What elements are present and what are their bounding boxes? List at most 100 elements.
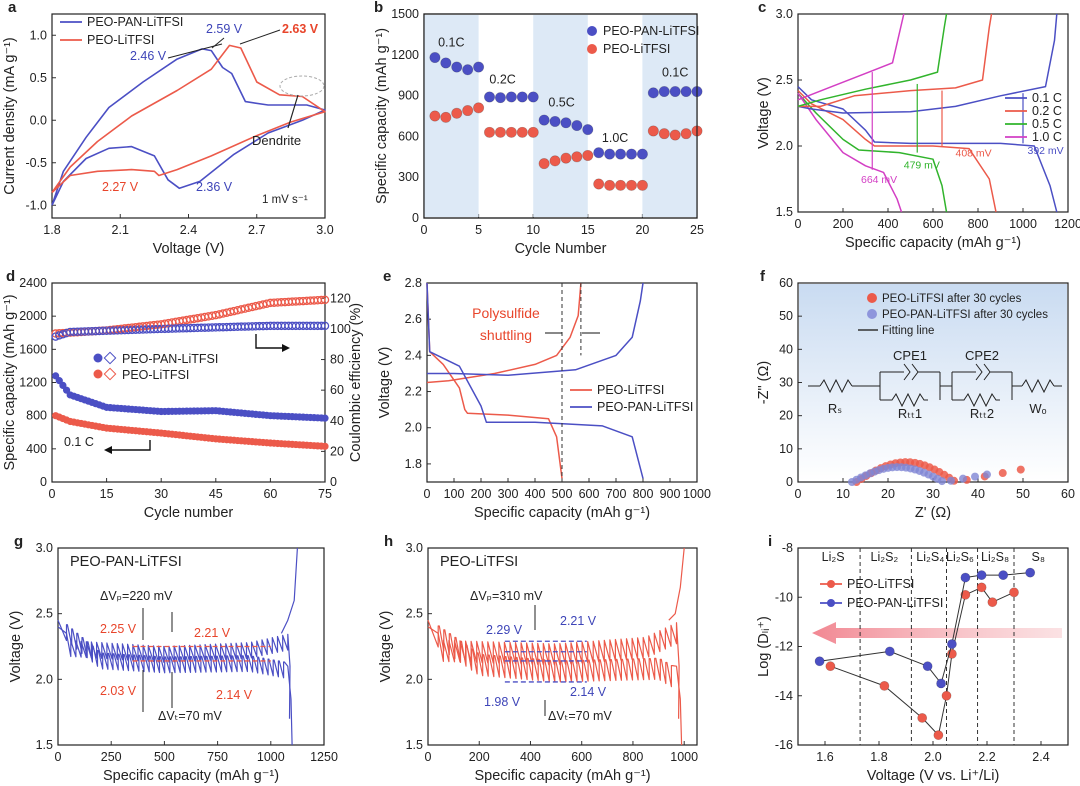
x-tick-label: 750 [207, 750, 228, 764]
arrow-head [282, 344, 290, 352]
annotation-arrow [239, 29, 281, 45]
y2-tick-label: 40 [330, 414, 344, 428]
panel-letter: i [768, 533, 772, 550]
data-point [462, 64, 474, 76]
x-axis-label: Specific capacity (mAh g⁻¹) [103, 768, 279, 784]
y-tick-label: 2.8 [405, 276, 422, 290]
x-tick-label: 100 [444, 487, 465, 501]
resistor-rct [880, 392, 928, 408]
x-tick-label: 400 [878, 217, 899, 231]
y-axis-label: Voltage (V) [377, 347, 393, 419]
x-tick-label: 15 [581, 223, 595, 237]
panel-letter: f [760, 268, 766, 285]
x-axis-label: Voltage (V vs. Li⁺/Li) [867, 768, 1000, 784]
panel-f: 0 10 20 30 40 50 60 0 10 20 30 40 50 60 Z' (Ω) -Z" (Ω) f… [756, 268, 1075, 521]
data-point [625, 148, 637, 160]
y-tick-label: -10 [775, 590, 793, 604]
panel-h: 0 200 400 600 800 1000 1.5 2.0 2.5 3.0 Specific ca… [378, 533, 698, 784]
data-point [549, 115, 561, 127]
y-tick-label: 600 [398, 129, 419, 143]
y-tick-label: 2.4 [405, 348, 422, 362]
legend-label: PEO-PAN-LiTFSI [122, 352, 218, 366]
legend-label: PEO-LiTFSI [597, 383, 664, 397]
y-tick-label: 900 [398, 89, 419, 103]
y-tick-label: 3.0 [776, 7, 793, 21]
y-tick-label: 300 [398, 170, 419, 184]
x-axis-label: Cycle Number [515, 241, 607, 257]
plot-frame [51, 13, 326, 219]
annotation: Polysulfide [472, 305, 540, 321]
y-axis-label: Voltage (V) [378, 611, 394, 683]
data-point [976, 582, 987, 593]
gitt-discharge [57, 619, 293, 746]
discharge-curve [797, 92, 903, 213]
panel-letter: b [374, 0, 383, 16]
annotation: 1 mV s⁻¹ [262, 194, 308, 206]
discharge-curve [426, 282, 644, 479]
legend-label: Fitting line [882, 325, 934, 337]
y-tick-label: -1.0 [25, 198, 47, 212]
y-tick-label: 60 [779, 276, 793, 290]
x-tick-label: 1000 [670, 750, 698, 764]
y-tick-label: 1200 [391, 48, 419, 62]
annotation: 2.29 V [486, 623, 523, 637]
legend-label: PEO-LiTFSI [603, 42, 670, 56]
y-tick-label: 2.5 [36, 607, 53, 621]
y-tick-label: 40 [779, 342, 793, 356]
x-tick-label: 600 [571, 750, 592, 764]
x-tick-label: 2.4 [180, 223, 197, 237]
y-tick-label: -8 [782, 541, 793, 555]
x-tick-label: 60 [263, 487, 277, 501]
data-point [680, 128, 692, 140]
data-point [947, 639, 957, 649]
x-tick-label: 2.0 [924, 750, 941, 764]
data-point [615, 148, 627, 160]
y-tick-label: 800 [26, 409, 47, 423]
x-tick-label: 60 [1061, 487, 1075, 501]
y2-tick-label: 120 [330, 291, 351, 305]
x-tick-label: 2.4 [1032, 750, 1049, 764]
panel-letter: d [6, 268, 15, 285]
panel-letter: e [383, 268, 391, 285]
y-axis-label: Current density (mA g⁻¹) [2, 37, 18, 195]
data-point [571, 120, 583, 132]
x-tick-label: 1.6 [816, 750, 833, 764]
x-tick-label: 200 [469, 750, 490, 764]
circuit-label: CPE1 [893, 348, 927, 363]
y-tick-label: 50 [779, 309, 793, 323]
y-tick-label: 2.5 [776, 73, 793, 87]
x-axis-label: Cycle number [144, 505, 234, 521]
x-tick-label: 20 [635, 223, 649, 237]
legend-label: 1.0 C [1032, 130, 1062, 144]
legend-label: PEO-LiTFSI [122, 368, 189, 382]
data-point [560, 152, 572, 164]
y-tick-label: 2000 [19, 309, 47, 323]
panel-letter: h [384, 533, 393, 550]
y-tick-label: -16 [775, 738, 793, 752]
resistor-rs [819, 378, 853, 394]
data-point [604, 148, 616, 160]
y-tick-label: 1.5 [406, 738, 423, 752]
y-tick-label: 2.6 [405, 312, 422, 326]
annotation: 2.03 V [100, 684, 137, 698]
ce-point [317, 295, 326, 305]
data-point [484, 126, 496, 138]
y-tick-label: 2.0 [405, 421, 422, 435]
phase-label: Li₂S₈ [981, 550, 1009, 564]
cv-curve-red [51, 44, 326, 194]
x-tick-label: 40 [971, 487, 985, 501]
x-tick-label: 500 [552, 487, 573, 501]
x-tick-label: 200 [471, 487, 492, 501]
data-point [825, 661, 836, 672]
data-point [505, 126, 517, 138]
charge-curve [426, 282, 582, 384]
panel-g: 0 250 500 750 1000 1250 1.5 2.0 2.5 3.0 Specific c… [8, 533, 338, 784]
plot-background [799, 284, 1067, 481]
panel-e: 0 100 200 300 400 500 600 700 800 900 1000 1.8 2.0 2.… [377, 268, 711, 521]
x-axis-label: Specific capacity (mAh g⁻¹) [845, 235, 1021, 251]
x-tick-label: 3.0 [316, 223, 333, 237]
y2-axis-label: Coulombic efficiency (%) [348, 303, 364, 462]
plot-frame [423, 13, 698, 219]
x-tick-label: 1000 [1009, 217, 1037, 231]
data-point [917, 713, 928, 723]
